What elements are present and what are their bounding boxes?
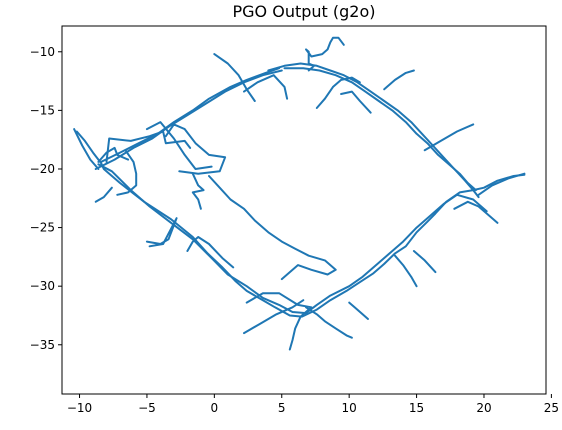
- trajectory-segment-3: [100, 67, 281, 163]
- chart-title: PGO Output (g2o): [233, 2, 376, 21]
- x-tick-label: 25: [544, 401, 559, 415]
- trajectory-segment-23: [145, 217, 178, 248]
- x-axis-ticks: −10 −5 0 5 10 15 20 25: [67, 394, 559, 415]
- trajectory-segment-5: [267, 62, 480, 199]
- trajectory-segment-18: [94, 186, 113, 203]
- trajectory-segment-15: [97, 146, 130, 163]
- trajectory-segment-16: [105, 130, 192, 163]
- plot-area: [73, 36, 526, 351]
- trajectory-segment-21: [191, 172, 205, 210]
- trajectory-segment-27: [305, 306, 353, 339]
- trajectory-segment-24: [186, 236, 235, 269]
- trajectory-segment-29: [394, 254, 418, 288]
- trajectory-segment-20: [164, 123, 227, 175]
- trajectory-segment-19: [145, 121, 213, 170]
- trajectory-segment-10: [315, 76, 361, 109]
- trajectory-segment-30: [412, 250, 437, 274]
- trajectory-segment-26: [245, 292, 313, 351]
- trajectory-segment-1: [75, 130, 526, 318]
- trajectory-segment-32: [477, 172, 526, 196]
- trajectory-segment-22: [208, 175, 337, 281]
- plot-frame: [61, 25, 547, 395]
- trajectory-segment-7: [213, 53, 256, 102]
- x-tick-label: 20: [476, 401, 491, 415]
- trajectory-segment-2: [97, 163, 488, 315]
- x-tick-label: 5: [278, 401, 286, 415]
- y-tick-label: −10: [30, 45, 55, 59]
- y-tick-label: −20: [30, 162, 55, 176]
- x-tick-label: 10: [342, 401, 357, 415]
- trajectory-segment-31: [453, 200, 499, 224]
- y-tick-label: −35: [30, 338, 55, 352]
- x-tick-label: −5: [138, 401, 156, 415]
- trajectory-segment-17: [116, 149, 138, 196]
- y-tick-label: −15: [30, 103, 55, 117]
- x-tick-label: 15: [409, 401, 424, 415]
- trajectory-segment-28: [348, 301, 369, 320]
- trajectory-segment-6: [283, 67, 477, 192]
- trajectory-segment-11: [340, 90, 372, 114]
- x-tick-label: 0: [211, 401, 219, 415]
- trajectory-segment-13: [423, 123, 475, 152]
- y-tick-label: −30: [30, 279, 55, 293]
- y-tick-label: −25: [30, 221, 55, 235]
- trajectory-segment-12: [383, 69, 415, 91]
- y-axis-ticks: −10 −15 −20 −25 −30 −35: [30, 45, 62, 352]
- trajectory-segment-9: [305, 36, 345, 72]
- x-tick-label: −10: [67, 401, 92, 415]
- trajectory-segment-8: [243, 74, 289, 100]
- trajectory-segment-14: [73, 128, 100, 170]
